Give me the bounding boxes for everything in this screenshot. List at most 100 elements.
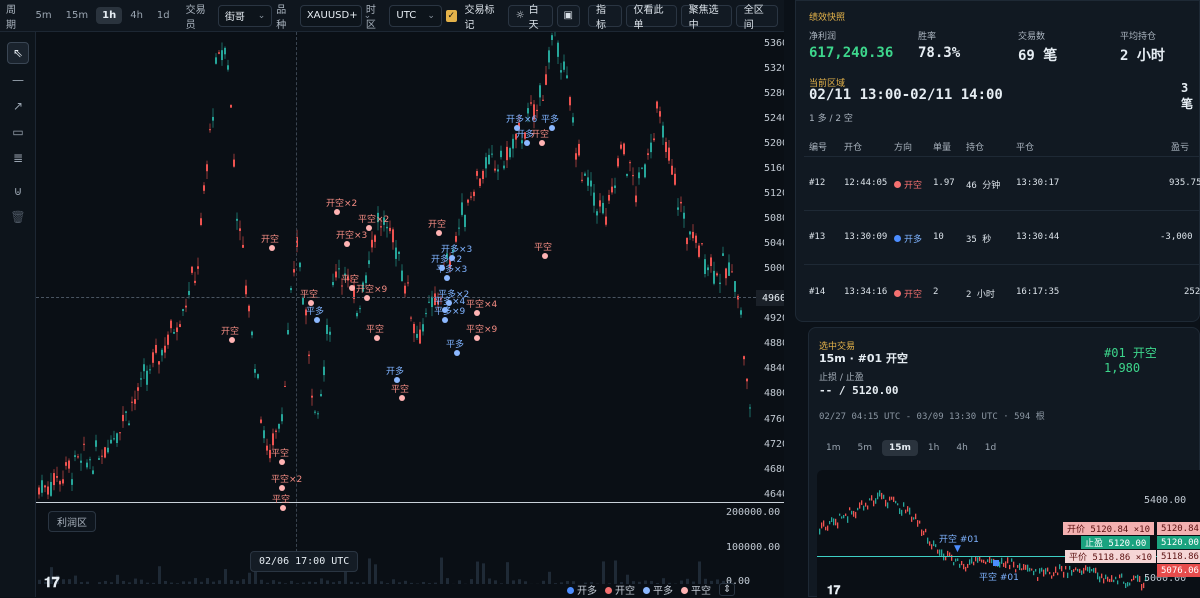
candle-body <box>239 228 241 231</box>
candle-body <box>398 252 400 254</box>
focus-selected-button[interactable]: 聚焦选中 <box>681 5 732 27</box>
candle-body <box>254 369 256 373</box>
candle-body <box>170 321 172 329</box>
trade-marker[interactable]: 开空 <box>428 217 446 230</box>
mini-candle <box>885 500 886 507</box>
volume-bar <box>62 579 65 584</box>
screenshot-button[interactable]: ▣ <box>557 5 580 27</box>
trade-marker[interactable]: 平空 <box>271 446 289 459</box>
mini-candle <box>861 500 862 505</box>
volume-bar <box>602 561 605 584</box>
timezone-select[interactable]: UTC⌄ <box>389 5 442 27</box>
mini-candle <box>1085 565 1086 570</box>
trade-marker[interactable]: 开空 <box>261 232 279 245</box>
trade-marker[interactable]: 平多×9 <box>434 304 465 317</box>
candle-body <box>584 174 586 176</box>
mini-candle <box>975 557 976 561</box>
magnet-icon[interactable]: ⊍ <box>7 180 29 202</box>
mini-close-marker[interactable]: 平空 #01 <box>979 570 1019 583</box>
chart-toolbar: 周期 5m 15m 1h 4h 1d 交易员 街哥⌄ 品种 XAUUSD+⌄ 时… <box>0 0 784 32</box>
candle-body <box>50 482 52 496</box>
trade-marker[interactable]: 平多 <box>446 337 464 350</box>
trade-marker[interactable]: 开空 <box>221 324 239 337</box>
collapse-icon[interactable]: ⇕ <box>719 583 735 596</box>
price-chart[interactable]: 5360.005320.005280.005240.005200.005160.… <box>36 32 784 597</box>
mini-candle <box>1121 573 1122 577</box>
trade-marker[interactable]: 平空×2 <box>358 212 389 225</box>
mini-candle <box>919 521 920 524</box>
indicators-button[interactable]: 指标 <box>588 5 622 27</box>
mini-chart[interactable]: 5400.00 5000.00 开价 5120.84 ×10 止盈 5120.0… <box>817 470 1200 598</box>
mini-candle <box>987 559 988 562</box>
trade-marker[interactable]: 开空×9 <box>356 282 387 295</box>
trade-marker[interactable]: 开空 <box>531 127 549 140</box>
mini-candle <box>1003 563 1004 567</box>
volume-bar <box>188 582 191 584</box>
timeframe-5m[interactable]: 5m <box>30 7 58 24</box>
mini-candle <box>1113 580 1114 582</box>
price-tick: 5360.00 <box>764 38 784 49</box>
trade-marker[interactable]: 平多×2 <box>438 287 469 300</box>
trade-marker[interactable]: 开空×2 <box>326 196 357 209</box>
mini-candle <box>925 529 926 532</box>
mini-candle <box>1139 576 1140 582</box>
all-range-button[interactable]: 全区间 <box>736 5 778 27</box>
mini-timeframe-4h[interactable]: 4h <box>949 440 974 456</box>
trade-marker[interactable]: 开多×6 <box>506 112 537 125</box>
mini-candle <box>1063 572 1064 578</box>
trade-marker-dot <box>524 140 530 146</box>
trend-line-icon[interactable]: ↗ <box>7 95 29 117</box>
candle-body <box>419 330 421 344</box>
trash-icon[interactable]: 🗑 <box>7 206 29 228</box>
trade-marker[interactable]: 开空×3 <box>336 228 367 241</box>
pane-divider[interactable] <box>36 502 784 503</box>
candle-body <box>77 456 79 457</box>
sun-icon: ☼ <box>516 10 525 21</box>
mini-candle <box>1119 574 1120 578</box>
timeframe-1h[interactable]: 1h <box>96 7 122 24</box>
price-axis[interactable]: 5360.005320.005280.005240.005200.005160.… <box>756 32 784 502</box>
trade-marker[interactable]: 平多 <box>306 304 324 317</box>
rectangle-icon[interactable]: ▭ <box>7 121 29 143</box>
trade-marker[interactable]: 平空 <box>300 287 318 300</box>
trader-select[interactable]: 街哥⌄ <box>218 5 272 27</box>
row-divider <box>804 264 1199 265</box>
symbol-select[interactable]: XAUUSD+⌄ <box>300 5 362 27</box>
cursor-icon[interactable]: ⇖ <box>7 42 29 64</box>
timeframe-15m[interactable]: 15m <box>60 7 94 24</box>
take-profit-tag: 止盈 5120.00 <box>1081 536 1150 549</box>
mini-timeframe-1m[interactable]: 1m <box>819 440 848 456</box>
mini-timeframe-15m[interactable]: 15m <box>882 440 918 456</box>
text-icon[interactable]: ≣ <box>7 147 29 169</box>
trade-marker[interactable]: 平空 <box>366 322 384 335</box>
close-price-tag: 平价 5118.86 ×10 <box>1065 550 1156 563</box>
timeframe-4h[interactable]: 4h <box>124 7 149 24</box>
candle-body <box>575 153 577 159</box>
mini-candle <box>1083 568 1084 574</box>
candle-body <box>95 440 97 447</box>
trade-marker[interactable]: 平多 <box>541 112 559 125</box>
volume-bar <box>80 582 83 584</box>
trade-marker[interactable]: 开多 <box>386 364 404 377</box>
theme-toggle-button[interactable]: ☼白天 <box>508 5 553 27</box>
trade-marker[interactable]: 开多×3 <box>441 242 472 255</box>
candle-body <box>734 281 736 292</box>
trade-marker[interactable]: 平空×9 <box>466 322 497 335</box>
volume-bar <box>218 580 221 584</box>
trade-marker[interactable]: 平空×4 <box>466 297 497 310</box>
trade-marker[interactable]: 平空 <box>391 382 409 395</box>
mini-timeframe-5m[interactable]: 5m <box>851 440 880 456</box>
square-marker-icon <box>993 560 999 566</box>
mini-timeframe-1h[interactable]: 1h <box>921 440 946 456</box>
only-this-trade-button[interactable]: 仅看此单 <box>626 5 677 27</box>
horizontal-line-icon[interactable]: — <box>7 69 29 91</box>
volume-bar <box>548 572 551 584</box>
mini-timeframe-1d[interactable]: 1d <box>978 440 1003 456</box>
volume-bar <box>242 579 245 584</box>
timeframe-1d[interactable]: 1d <box>151 7 176 24</box>
trade-marker[interactable]: 平空×2 <box>271 472 302 485</box>
trade-marker[interactable]: 平空 <box>534 240 552 253</box>
mini-candle <box>927 538 928 544</box>
trade-marks-checkbox[interactable]: ✓ <box>446 10 457 22</box>
candle-body <box>608 195 610 201</box>
